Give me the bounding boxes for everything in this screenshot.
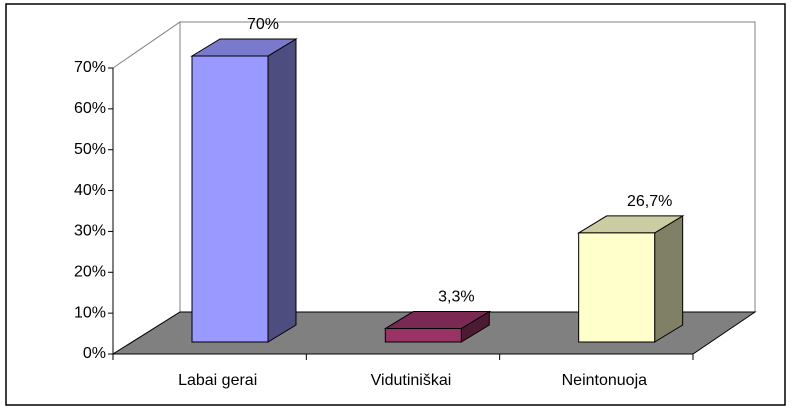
y-tick-label: 40% xyxy=(74,182,106,199)
value-label: 3,3% xyxy=(438,289,474,306)
y-tick-label: 60% xyxy=(74,100,106,117)
bar xyxy=(191,55,269,343)
bar-side xyxy=(654,215,684,343)
side-wall xyxy=(112,21,181,355)
value-label: 70% xyxy=(247,16,279,33)
x-tick-label: Labai gerai xyxy=(178,372,257,389)
bar-side xyxy=(267,38,297,343)
x-tick-label: Neintonuoja xyxy=(562,372,648,389)
y-tick-label: 30% xyxy=(74,223,106,240)
bar xyxy=(578,232,656,343)
bar xyxy=(384,328,462,343)
x-tick-label: Vidutiniškai xyxy=(371,372,452,389)
y-tick-label: 50% xyxy=(74,141,106,158)
value-label: 26,7% xyxy=(627,193,672,210)
y-tick-label: 70% xyxy=(74,59,106,76)
y-tick-label: 20% xyxy=(74,264,106,281)
y-tick-label: 10% xyxy=(74,304,106,321)
y-tick-label: 0% xyxy=(83,345,106,362)
